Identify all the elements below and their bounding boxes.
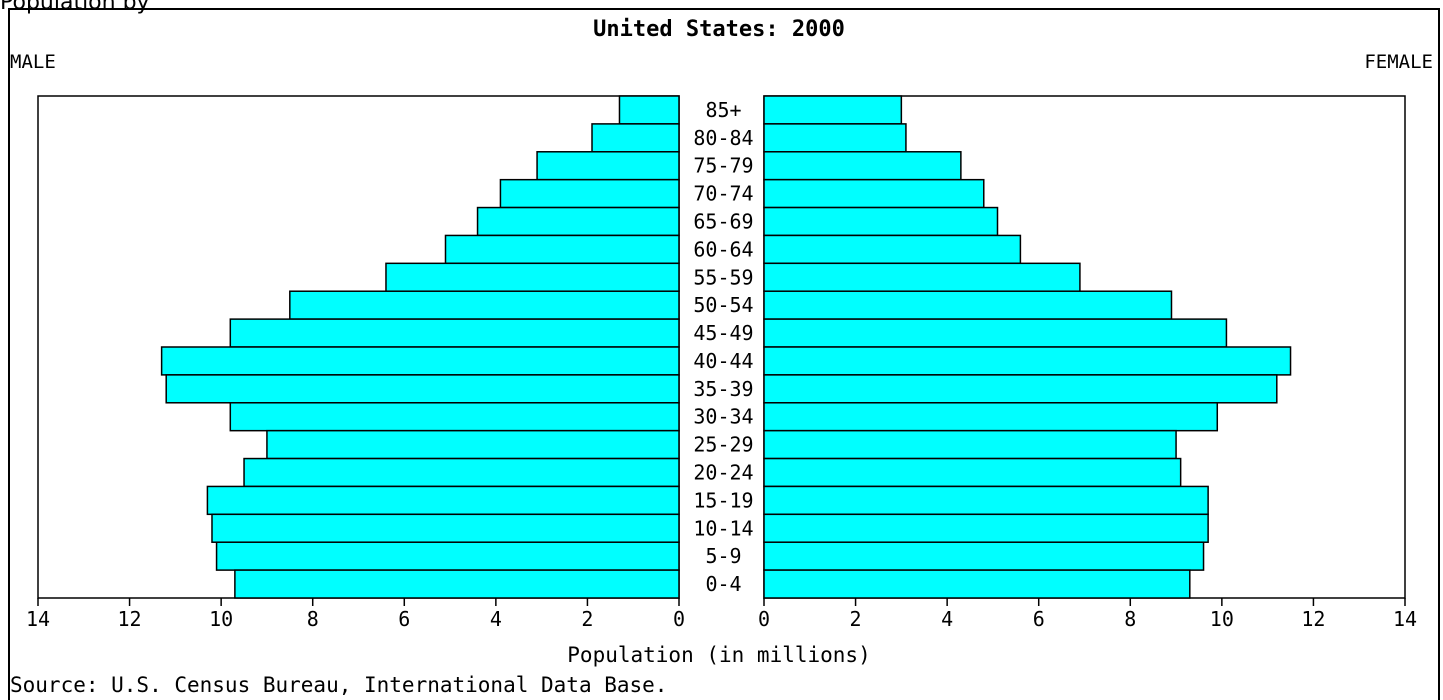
female-x-tick-label: 6 [1033, 607, 1045, 631]
female-bar-10-14 [763, 513, 1209, 543]
female-bar-85+ [763, 95, 903, 125]
male-x-tick-label: 14 [26, 607, 50, 631]
male-bar-40-44 [160, 346, 680, 376]
female-bar-40-44 [763, 346, 1292, 376]
male-x-tick-label: 6 [398, 607, 410, 631]
age-group-label: 70-74 [693, 182, 753, 206]
male-bar-10-14 [211, 513, 680, 543]
male-label: MALE [10, 51, 56, 73]
male-bar-30-34 [229, 402, 680, 432]
age-group-label: 75-79 [693, 154, 753, 178]
female-bar-35-39 [763, 374, 1278, 404]
male-x-tick-label: 8 [307, 607, 319, 631]
female-bar-5-9 [763, 541, 1205, 571]
male-bar-45-49 [229, 318, 680, 348]
female-bar-75-79 [763, 151, 962, 181]
female-x-tick-label: 2 [850, 607, 862, 631]
female-x-tick-label: 12 [1301, 607, 1325, 631]
age-group-label: 20-24 [693, 461, 753, 485]
male-x-tick-label: 10 [209, 607, 233, 631]
male-bar-35-39 [165, 374, 680, 404]
female-label: FEMALE [1364, 51, 1433, 73]
male-bar-20-24 [243, 457, 680, 488]
female-bar-70-74 [763, 178, 985, 209]
chart-frame [8, 8, 1440, 700]
female-x-tick-label: 4 [941, 607, 953, 631]
male-bar-55-59 [385, 262, 680, 292]
female-bar-15-19 [763, 485, 1209, 516]
female-bar-30-34 [763, 402, 1219, 432]
female-bar-55-59 [763, 262, 1081, 292]
age-group-label: 30-34 [693, 405, 753, 429]
female-x-tick-label: 8 [1124, 607, 1136, 631]
age-group-label: 40-44 [693, 349, 753, 373]
female-x-tick-label: 14 [1393, 607, 1417, 631]
male-bar-75-79 [536, 151, 680, 181]
age-group-label: 5-9 [705, 544, 741, 568]
top-cut-text: Population by [0, 0, 150, 15]
plot-area: 85+80-8475-7970-7465-6960-6455-5950-5445… [26, 95, 1417, 631]
male-x-tick-label: 2 [581, 607, 593, 631]
source-note: Source: U.S. Census Bureau, Internationa… [10, 673, 667, 697]
female-bar-60-64 [763, 234, 1022, 265]
male-bar-50-54 [289, 290, 680, 320]
female-bar-25-29 [763, 429, 1177, 460]
female-x-tick-label: 10 [1210, 607, 1234, 631]
age-group-label: 25-29 [693, 433, 753, 457]
age-group-label: 45-49 [693, 321, 753, 345]
female-bar-0-4 [763, 569, 1191, 599]
age-group-label: 60-64 [693, 237, 753, 261]
female-bar-80-84 [763, 123, 907, 153]
age-group-label: 0-4 [705, 572, 741, 596]
female-bar-50-54 [763, 290, 1173, 320]
male-bar-60-64 [444, 234, 680, 265]
male-bar-25-29 [266, 429, 680, 460]
age-group-label: 10-14 [693, 516, 753, 540]
male-bar-0-4 [234, 569, 680, 599]
male-bar-70-74 [499, 178, 680, 209]
female-bar-65-69 [763, 206, 999, 237]
male-bar-15-19 [206, 485, 680, 516]
age-group-label: 35-39 [693, 377, 753, 401]
male-x-tick-label: 4 [490, 607, 502, 631]
x-axis-label: Population (in millions) [567, 643, 870, 667]
female-bar-20-24 [763, 457, 1182, 488]
age-group-label: 85+ [705, 98, 741, 122]
age-group-label: 50-54 [693, 293, 753, 317]
female-x-tick-label: 0 [758, 607, 770, 631]
male-bar-85+ [618, 95, 680, 125]
age-group-label: 55-59 [693, 265, 753, 289]
age-group-label: 80-84 [693, 126, 753, 150]
male-bar-65-69 [476, 206, 680, 237]
male-bar-5-9 [215, 541, 680, 571]
chart-title: United States: 2000 [593, 17, 845, 42]
female-bar-45-49 [763, 318, 1228, 348]
age-group-label: 65-69 [693, 210, 753, 234]
male-x-tick-label: 0 [673, 607, 685, 631]
male-bar-80-84 [591, 123, 680, 153]
male-x-tick-label: 12 [118, 607, 142, 631]
age-group-label: 15-19 [693, 488, 753, 512]
